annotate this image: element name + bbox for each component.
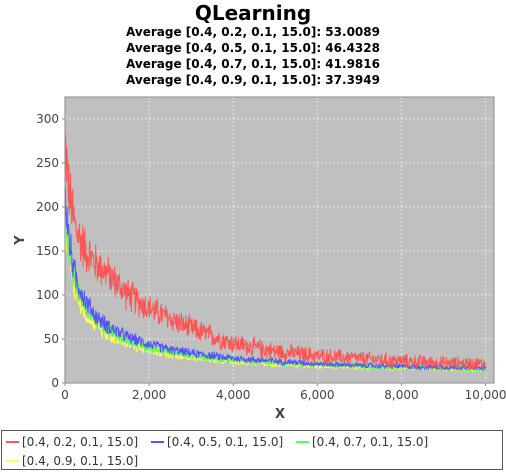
legend-swatch-series-4 [6, 459, 19, 462]
y-tick-label: 200 [36, 200, 59, 214]
legend-label-series-4: [0.4, 0.9, 0.1, 15.0] [22, 454, 139, 468]
legend-label-series-2: [0.4, 0.5, 0.1, 15.0] [167, 435, 284, 449]
x-tick-label: 2,000 [132, 388, 166, 402]
legend-swatch-series-2 [151, 440, 164, 443]
x-tick-label: 4,000 [216, 388, 250, 402]
chart-title: QLearning [194, 1, 312, 25]
legend-swatch-series-1 [6, 440, 19, 443]
plot-area [65, 97, 494, 383]
y-tick-label: 150 [36, 244, 59, 258]
subtitle-average-3: Average [0.4, 0.7, 0.1, 15.0]: 41.9816 [126, 57, 380, 71]
y-tick-label: 0 [51, 376, 59, 390]
y-tick-label: 100 [36, 288, 59, 302]
x-tick-label: 0 [61, 388, 69, 402]
legend-item-series-1: [0.4, 0.2, 0.1, 15.0] [6, 434, 138, 450]
series-layer [64, 132, 487, 373]
subtitle-average-4: Average [0.4, 0.9, 0.1, 15.0]: 37.3949 [126, 73, 380, 87]
y-axis-title: Y [13, 235, 28, 246]
chart-plot: 0 2,000 4,000 6,000 8,000 10,000 0 50 100 150 200 2… [13, 96, 506, 422]
y-tick-label: 50 [44, 332, 59, 346]
y-tick-label: 300 [36, 112, 59, 126]
legend-item-series-3: [0.4, 0.7, 0.1, 15.0] [296, 434, 428, 450]
legend-label-series-3: [0.4, 0.7, 0.1, 15.0] [312, 435, 429, 449]
subtitle-average-1: Average [0.4, 0.2, 0.1, 15.0]: 53.0089 [126, 25, 380, 39]
series-line-2 [64, 186, 487, 372]
legend-swatch-series-3 [296, 440, 309, 443]
x-tick-label: 6,000 [300, 388, 334, 402]
legend-label-series-1: [0.4, 0.2, 0.1, 15.0] [22, 435, 139, 449]
legend-item-series-2: [0.4, 0.5, 0.1, 15.0] [151, 434, 283, 450]
subtitle-average-2: Average [0.4, 0.5, 0.1, 15.0]: 46.4328 [126, 41, 380, 55]
legend-item-series-4: [0.4, 0.9, 0.1, 15.0] [6, 453, 138, 469]
x-tick-label: 8,000 [384, 388, 418, 402]
tick-layer: 0 2,000 4,000 6,000 8,000 10,000 0 50 100 150 200 2… [36, 112, 506, 402]
y-tick-label: 250 [36, 156, 59, 170]
x-axis-title: X [275, 407, 285, 422]
series-line-1 [64, 132, 486, 370]
x-tick-label: 10,000 [465, 388, 506, 402]
plot-border [64, 96, 495, 384]
legend: [0.4, 0.2, 0.1, 15.0] [0.4, 0.5, 0.1, 15… [1, 430, 503, 470]
